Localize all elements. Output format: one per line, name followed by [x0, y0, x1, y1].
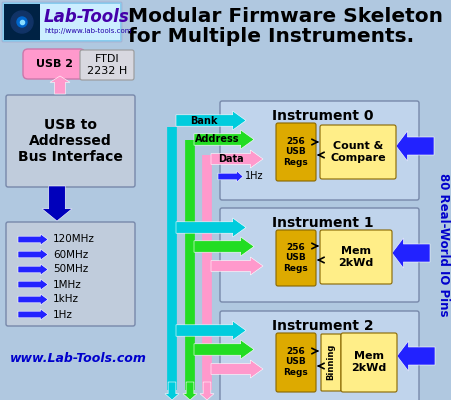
Text: FTDI
2232 H: FTDI 2232 H: [87, 54, 127, 76]
FancyBboxPatch shape: [220, 208, 419, 302]
Text: 256
USB
Regs: 256 USB Regs: [284, 137, 308, 167]
Polygon shape: [176, 111, 246, 130]
Polygon shape: [18, 309, 48, 320]
Polygon shape: [50, 76, 70, 94]
FancyBboxPatch shape: [320, 125, 396, 179]
Text: Data: Data: [218, 154, 244, 164]
Text: 256
USB
Regs: 256 USB Regs: [284, 243, 308, 273]
Text: Binning: Binning: [327, 344, 336, 380]
Text: 120MHz: 120MHz: [53, 234, 95, 244]
Text: Count &
Compare: Count & Compare: [330, 141, 386, 163]
Polygon shape: [392, 238, 430, 268]
Polygon shape: [200, 382, 214, 400]
Circle shape: [17, 17, 27, 27]
Text: Mem
2kWd: Mem 2kWd: [338, 246, 373, 268]
FancyBboxPatch shape: [80, 50, 134, 80]
FancyBboxPatch shape: [2, 2, 122, 42]
Text: 256
USB
Regs: 256 USB Regs: [284, 347, 308, 377]
Text: 60MHz: 60MHz: [53, 250, 88, 260]
Polygon shape: [18, 249, 48, 260]
Polygon shape: [194, 340, 254, 359]
Text: http://www.lab-tools.com: http://www.lab-tools.com: [44, 28, 132, 34]
FancyBboxPatch shape: [276, 333, 316, 392]
Polygon shape: [397, 341, 435, 371]
FancyBboxPatch shape: [220, 311, 419, 400]
FancyBboxPatch shape: [276, 230, 316, 286]
FancyBboxPatch shape: [4, 4, 40, 40]
Text: 50MHz: 50MHz: [53, 264, 88, 274]
Text: 1Hz: 1Hz: [53, 310, 73, 320]
Text: for Multiple Instruments.: for Multiple Instruments.: [128, 26, 414, 46]
Text: 1Hz: 1Hz: [245, 171, 263, 181]
FancyBboxPatch shape: [321, 334, 341, 391]
Circle shape: [11, 11, 33, 33]
Text: 1kHz: 1kHz: [53, 294, 79, 304]
FancyBboxPatch shape: [22, 4, 120, 40]
Text: Instrument 1: Instrument 1: [272, 216, 373, 230]
Polygon shape: [218, 171, 243, 182]
Polygon shape: [211, 257, 263, 275]
Polygon shape: [396, 131, 434, 161]
Text: 80 Real-World IO Pins: 80 Real-World IO Pins: [437, 173, 450, 317]
Polygon shape: [18, 234, 48, 245]
Polygon shape: [42, 186, 72, 221]
Text: Instrument 2: Instrument 2: [272, 319, 373, 333]
Text: 1MHz: 1MHz: [53, 280, 82, 290]
FancyBboxPatch shape: [276, 123, 316, 181]
FancyBboxPatch shape: [6, 222, 135, 326]
FancyBboxPatch shape: [23, 49, 85, 79]
Polygon shape: [18, 264, 48, 275]
Polygon shape: [211, 150, 263, 168]
Text: USB 2: USB 2: [36, 59, 73, 69]
Polygon shape: [176, 218, 246, 237]
Text: Modular Firmware Skeleton: Modular Firmware Skeleton: [128, 8, 443, 26]
Polygon shape: [18, 294, 48, 305]
FancyBboxPatch shape: [341, 333, 397, 392]
Text: Bank: Bank: [191, 116, 218, 126]
Text: Mem
2kWd: Mem 2kWd: [351, 351, 387, 373]
Text: Address: Address: [195, 134, 239, 144]
Polygon shape: [211, 360, 263, 378]
Text: www.Lab-Tools.com: www.Lab-Tools.com: [10, 352, 147, 364]
Text: Instrument 0: Instrument 0: [272, 109, 373, 123]
Text: Lab-Tools: Lab-Tools: [44, 8, 130, 26]
Polygon shape: [176, 321, 246, 340]
Polygon shape: [18, 279, 48, 290]
FancyBboxPatch shape: [220, 101, 419, 200]
Polygon shape: [183, 382, 197, 400]
FancyBboxPatch shape: [320, 230, 392, 284]
Polygon shape: [194, 237, 254, 256]
Text: USB to
Addressed
Bus Interface: USB to Addressed Bus Interface: [18, 118, 122, 164]
Polygon shape: [165, 382, 179, 400]
Polygon shape: [194, 130, 254, 149]
FancyBboxPatch shape: [6, 95, 135, 187]
